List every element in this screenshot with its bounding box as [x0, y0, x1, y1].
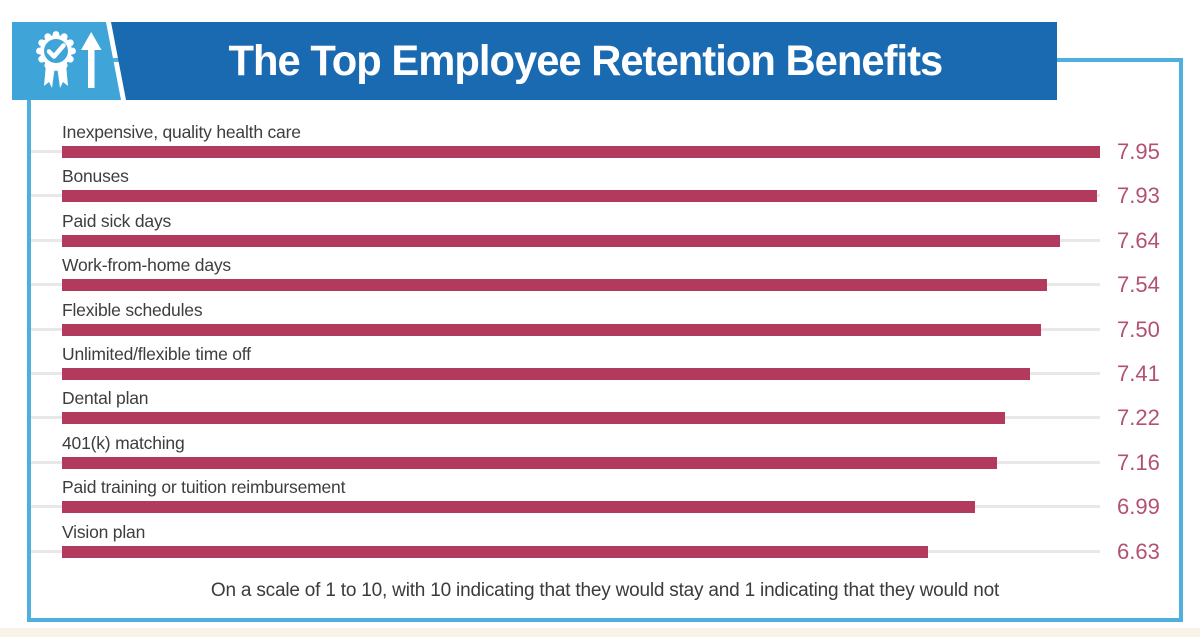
benefit-row: Work-from-home days 7.54: [31, 252, 1179, 297]
benefit-label: Bonuses: [62, 166, 129, 187]
value-bar: [62, 456, 997, 469]
value-bar: [62, 412, 1005, 425]
bar-line: 7.95: [31, 139, 1179, 164]
value-label: 6.63: [1117, 538, 1160, 564]
value-label: 6.99: [1117, 494, 1160, 520]
bar-line: 7.64: [31, 228, 1179, 253]
bar-line: 7.93: [31, 183, 1179, 208]
award-ribbon-icon: [36, 31, 76, 88]
benefit-label: 401(k) matching: [62, 432, 185, 453]
value-bar: [62, 279, 1047, 292]
benefit-label: Paid training or tuition reimbursement: [62, 477, 346, 498]
badge-box: [12, 22, 121, 100]
bar-line: 6.63: [31, 539, 1179, 564]
bar-line: 6.99: [31, 494, 1179, 519]
title-banner: The Top Employee Retention Benefits: [111, 22, 1057, 100]
benefit-label: Work-from-home days: [62, 255, 231, 276]
value-label: 7.54: [1117, 272, 1160, 298]
scale-note: On a scale of 1 to 10, with 10 indicatin…: [210, 580, 1000, 601]
up-arrow-icon: [81, 32, 102, 88]
bar-line: 7.22: [31, 405, 1179, 430]
value-label: 7.50: [1117, 316, 1160, 342]
bar-line: 7.16: [31, 450, 1179, 475]
bar-line: 7.41: [31, 361, 1179, 386]
benefit-row: Paid training or tuition reimbursement 6…: [31, 474, 1179, 519]
value-label: 7.64: [1117, 227, 1160, 253]
bar-line: 7.50: [31, 317, 1179, 342]
benefit-row: Dental plan 7.22: [31, 385, 1179, 430]
benefit-row: Unlimited/flexible time off 7.41: [31, 341, 1179, 386]
bar-line: 7.54: [31, 272, 1179, 297]
benefit-label: Flexible schedules: [62, 299, 203, 320]
benefit-label: Vision plan: [62, 521, 146, 542]
value-bar: [62, 323, 1042, 336]
benefit-row: Vision plan 6.63: [31, 519, 1179, 564]
value-label: 7.22: [1117, 405, 1160, 431]
benefit-label: Dental plan: [62, 388, 149, 409]
value-bar: [62, 190, 1098, 203]
value-bar: [62, 501, 975, 514]
value-label: 7.95: [1117, 139, 1160, 164]
benefit-row: Paid sick days 7.64: [31, 208, 1179, 253]
benefit-row: Bonuses 7.93: [31, 163, 1179, 208]
value-label: 7.16: [1117, 449, 1160, 475]
value-label: 7.41: [1117, 360, 1160, 386]
benefit-label: Inexpensive, quality health care: [62, 122, 301, 142]
page-title: The Top Employee Retention Benefits: [228, 36, 944, 85]
value-bar: [62, 146, 1100, 158]
header-banner: The Top Employee Retention Benefits: [12, 22, 1057, 100]
benefit-label: Unlimited/flexible time off: [62, 343, 251, 364]
value-label: 7.93: [1117, 183, 1160, 209]
value-bar: [62, 234, 1060, 247]
value-bar: [62, 545, 928, 558]
chart-card: Inexpensive, quality health care 7.95 Bo…: [27, 58, 1183, 622]
value-bar: [62, 367, 1030, 380]
benefit-row: Inexpensive, quality health care 7.95: [31, 119, 1179, 164]
benefit-label: Paid sick days: [62, 210, 172, 231]
benefit-row: Flexible schedules 7.50: [31, 297, 1179, 342]
chart-rows: Inexpensive, quality health care 7.95 Bo…: [31, 119, 1179, 564]
benefit-row: 401(k) matching 7.16: [31, 430, 1179, 475]
page-background-strip: [0, 628, 1200, 637]
